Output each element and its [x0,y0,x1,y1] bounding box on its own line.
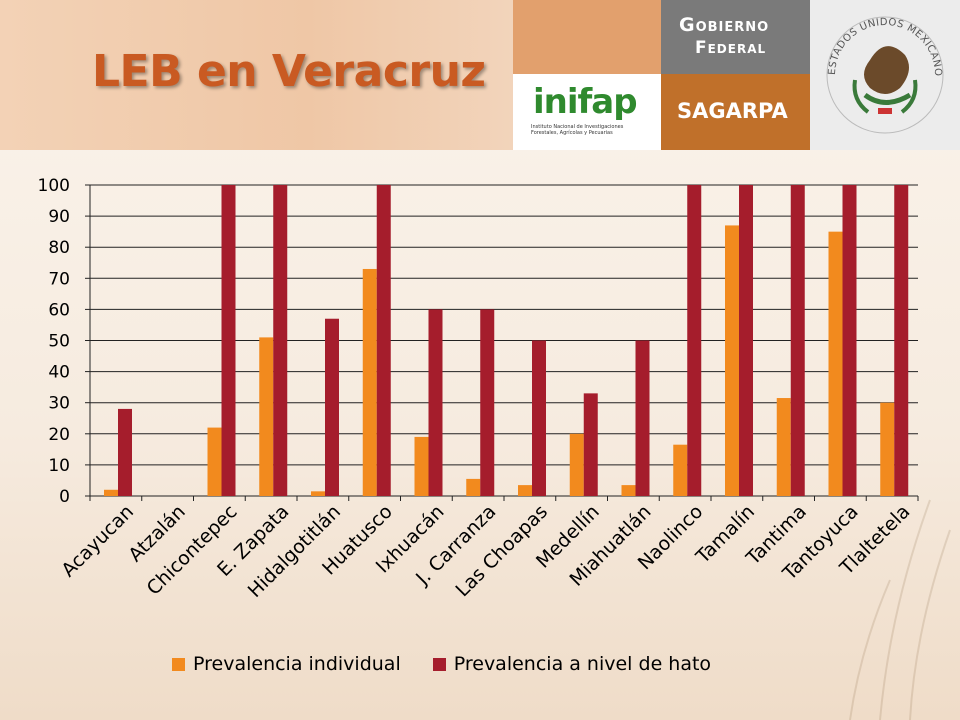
sagarpa-logo: SAGARPA [661,74,810,150]
header-band: LEB en Veracruz [0,0,513,150]
y-tick-label-20: 20 [48,425,70,445]
bar-individual-10 [621,485,636,496]
y-tick-label-50: 50 [48,332,70,352]
inifap-subtitle: Instituto Nacional de Investigaciones Fo… [531,124,624,136]
bar-hato-2 [221,185,236,496]
bar-individual-13 [776,398,791,496]
legend: Prevalencia individual Prevalencia a niv… [172,651,743,677]
y-tick-label-10: 10 [48,456,70,476]
bar-hato-3 [273,185,288,496]
y-tick-label-0: 0 [59,487,70,507]
bar-hato-11 [687,185,702,496]
bar-individual-15 [880,402,895,496]
y-tick-label-40: 40 [48,363,70,383]
inifap-name: inifap [533,82,638,122]
gobierno-federal-logo: Gobierno Federal [661,0,810,74]
bar-individual-9 [569,433,584,496]
bar-individual-14 [828,231,843,496]
y-ticks: 0 10 20 30 40 50 60 70 80 90 100 [38,176,70,507]
legend-swatch-individual [172,657,185,671]
bar-hato-7 [480,309,495,496]
bar-individual-6 [414,436,429,496]
y-tick-label-80: 80 [48,238,70,258]
y-tick-label-100: 100 [38,176,70,196]
bar-individual-12 [725,225,739,496]
bar-individual-11 [673,444,688,496]
inifap-top-panel [513,0,661,74]
bar-individual-5 [362,268,377,496]
y-tick-label-90: 90 [48,207,70,227]
bar-hato-9 [583,393,598,496]
bar-individual-3 [259,337,274,496]
seal-graphic: ESTADOS UNIDOS MEXICANOS [807,0,944,134]
legend-item-hato: Prevalencia a nivel de hato [432,653,712,675]
bars-layer [104,185,909,496]
wheat-decoration [849,499,951,720]
bar-chart: 0 10 20 30 40 50 60 70 80 90 100 AcayucanAtzalánCh… [38,176,919,602]
legend-swatch-hato [432,657,446,671]
y-tick-label-60: 60 [48,300,70,320]
bar-hato-4 [325,318,339,496]
bar-individual-7 [466,478,481,496]
slide-title: LEB en Veracruz [92,46,486,97]
bar-hato-8 [532,340,546,496]
bar-individual-0 [104,489,118,496]
x-tick-label-2: Chicontepec [143,501,242,600]
legend-label-individual: Prevalencia individual [193,653,401,675]
bar-hato-13 [790,185,805,496]
bar-hato-6 [428,309,443,496]
sagarpa-label: SAGARPA [677,99,788,123]
bar-hato-12 [739,185,753,496]
mexico-seal-icon: ESTADOS UNIDOS MEXICANOS [807,0,960,150]
bar-individual-4 [311,491,325,496]
legend-label-hato: Prevalencia a nivel de hato [453,653,712,675]
bar-hato-0 [118,408,132,496]
legend-item-individual: Prevalencia individual [172,653,401,675]
bar-individual-8 [518,485,532,496]
y-tick-label-30: 30 [48,394,70,414]
bar-individual-2 [207,427,222,496]
bar-hato-5 [376,185,391,496]
bar-hato-15 [894,185,909,496]
y-tick-label-70: 70 [48,269,70,289]
x-tick-label-0: Acayucan [57,501,138,582]
bar-hato-10 [635,340,650,496]
gobierno-line2: Federal [695,38,767,58]
gobierno-line1: Gobierno [679,14,770,36]
bar-hato-14 [842,185,857,496]
inifap-logo: inifap Instituto Nacional de Investigaci… [513,74,661,150]
